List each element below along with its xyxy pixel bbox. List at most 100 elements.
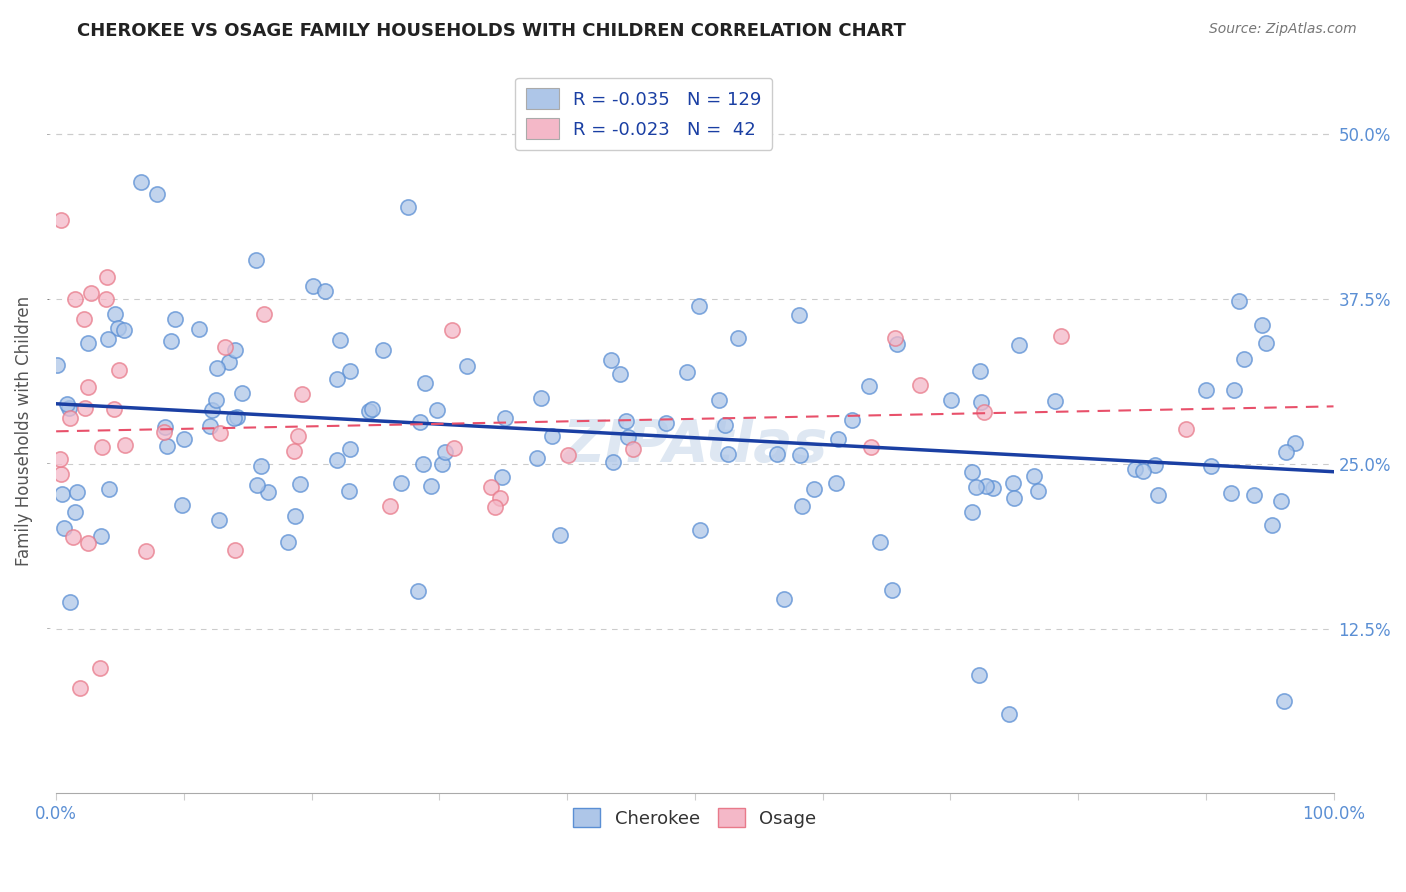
Point [339,364,361,378]
Point [188,322,211,336]
Point [707,392,730,407]
Point [231,386,253,401]
Point [326,453,349,467]
Point [541,429,564,443]
Point [389,475,412,490]
Point [1274,444,1296,458]
Point [714,418,737,433]
Point [1195,383,1218,397]
Point [1024,468,1046,483]
Point [287,428,309,442]
Point [58,401,80,415]
Point [91,440,114,454]
Point [283,444,305,458]
Point [426,403,449,417]
Point [599,352,621,367]
Point [1002,476,1025,491]
Point [209,425,232,440]
Point [129,175,152,189]
Point [201,403,224,417]
Text: ZIPAtlas: ZIPAtlas [562,417,828,474]
Point [998,707,1021,722]
Point [225,410,247,425]
Point [1049,328,1071,343]
Point [329,333,352,347]
Text: Source: ZipAtlas.com: Source: ZipAtlas.com [1209,22,1357,37]
Point [224,542,246,557]
Point [886,337,908,351]
Point [789,448,811,462]
Point [409,415,432,429]
Point [62,530,84,544]
Point [339,442,361,457]
Point [412,457,434,471]
Point [530,391,553,405]
Point [432,457,454,471]
Point [198,418,221,433]
Point [941,393,963,408]
Point [526,451,548,466]
Point [621,442,644,456]
Point [772,592,794,607]
Y-axis label: Family Households with Children: Family Households with Children [15,296,32,566]
Point [494,411,516,425]
Point [1132,464,1154,478]
Point [94,292,117,306]
Point [960,505,983,519]
Point [1146,488,1168,502]
Point [396,200,419,214]
Point [1270,494,1292,508]
Point [277,535,299,549]
Point [224,343,246,357]
Point [59,595,82,609]
Point [218,355,240,369]
Point [256,484,278,499]
Point [609,367,631,381]
Point [433,444,456,458]
Point [205,360,228,375]
Point [146,186,169,201]
Point [378,500,401,514]
Point [214,341,236,355]
Point [314,285,336,299]
Point [616,430,638,444]
Point [717,447,740,461]
Point [51,487,73,501]
Point [357,404,380,418]
Point [163,311,186,326]
Point [860,440,883,454]
Text: CHEROKEE VS OSAGE FAMILY HOUSEHOLDS WITH CHILDREN CORRELATION CHART: CHEROKEE VS OSAGE FAMILY HOUSEHOLDS WITH… [77,22,907,40]
Point [77,380,100,394]
Point [56,397,79,411]
Point [170,498,193,512]
Point [970,394,993,409]
Point [90,529,112,543]
Point [614,414,637,428]
Point [973,405,995,419]
Point [550,528,572,542]
Point [371,343,394,357]
Point [456,359,478,373]
Point [63,505,86,519]
Point [1254,335,1277,350]
Point [66,485,89,500]
Point [491,470,513,484]
Point [222,410,245,425]
Point [1229,294,1251,309]
Point [107,320,129,334]
Point [97,482,120,496]
Point [484,500,506,514]
Point [967,667,990,681]
Point [419,478,441,492]
Point [112,323,135,337]
Point [49,452,72,467]
Point [413,376,436,391]
Point [1028,484,1050,499]
Point [253,308,276,322]
Point [204,392,226,407]
Point [291,387,314,401]
Point [89,661,111,675]
Point [49,467,72,481]
Point [689,523,711,537]
Point [153,420,176,434]
